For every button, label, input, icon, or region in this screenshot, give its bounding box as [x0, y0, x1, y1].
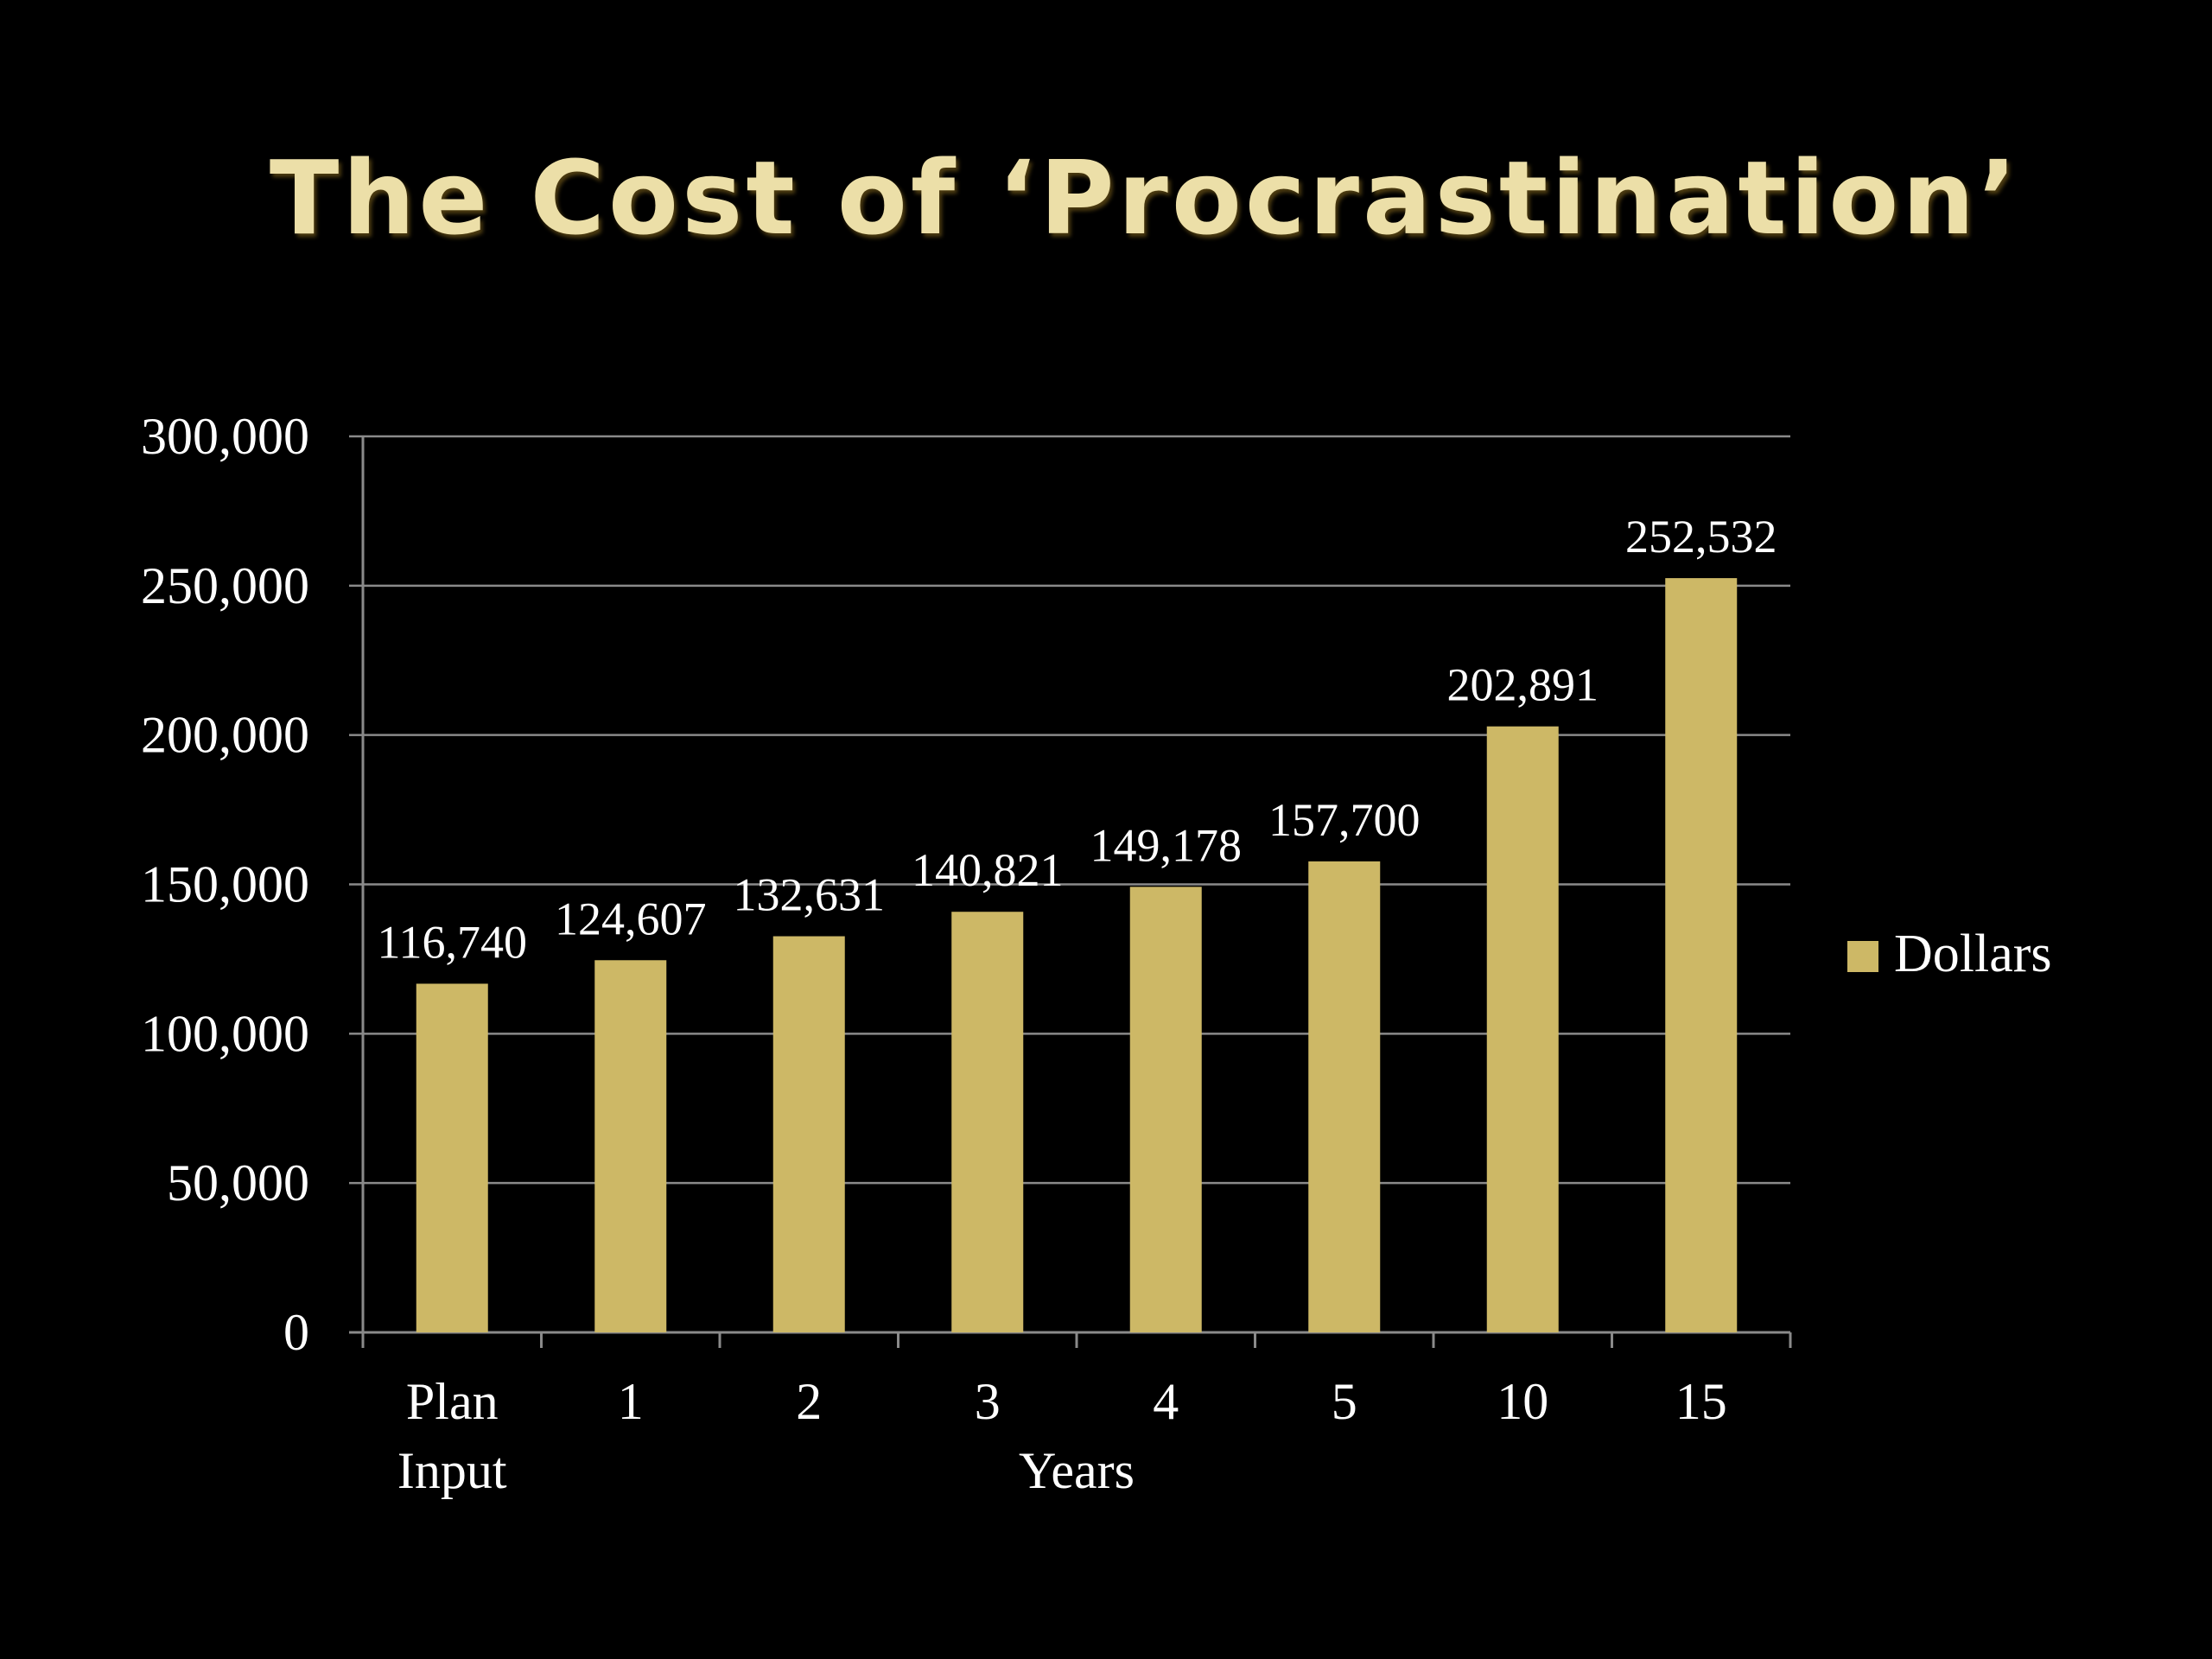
bar — [951, 912, 1024, 1332]
y-tick-label: 100,000 — [141, 1005, 309, 1062]
x-tick-label: 5 — [1332, 1373, 1357, 1430]
data-label: 140,821 — [912, 844, 1064, 896]
x-tick-label: 4 — [1153, 1373, 1179, 1430]
x-tick-label: 2 — [796, 1373, 822, 1430]
data-label: 132,631 — [734, 869, 886, 921]
bars — [416, 578, 1738, 1332]
x-tick-label: Plan — [406, 1373, 499, 1430]
data-label: 202,891 — [1447, 659, 1599, 711]
gridlines — [363, 435, 1790, 1185]
x-tick-label: 15 — [1675, 1373, 1727, 1430]
bar — [416, 983, 488, 1332]
x-axis-title: Years — [1019, 1442, 1135, 1499]
y-tick-label: 200,000 — [141, 707, 309, 764]
y-tick-label: 0 — [283, 1304, 309, 1361]
bar — [772, 936, 845, 1332]
x-tick-label: 1 — [618, 1373, 644, 1430]
legend: Dollars — [1847, 925, 2052, 983]
x-tick-label: Input — [397, 1442, 507, 1499]
data-label: 124,607 — [555, 893, 707, 944]
y-tick-label: 50,000 — [167, 1154, 309, 1211]
legend-swatch — [1847, 941, 1878, 972]
data-label: 149,178 — [1090, 819, 1243, 871]
bar — [1665, 578, 1738, 1332]
slide-title: The Cost of ‘Procrastination’ — [269, 138, 2021, 257]
bar — [1308, 861, 1381, 1332]
data-label: 157,700 — [1268, 794, 1421, 846]
data-labels: 116,740 124,607 132,631 140,821 149,178 157,7… — [378, 511, 1777, 968]
data-label: 252,532 — [1625, 511, 1777, 563]
bar — [1486, 726, 1559, 1332]
bar — [594, 960, 667, 1332]
y-tick-label: 250,000 — [141, 557, 309, 614]
x-tick-label: 10 — [1497, 1373, 1548, 1430]
data-label: 116,740 — [378, 916, 528, 968]
x-tick-label: 3 — [975, 1373, 1001, 1430]
y-tick-label: 300,000 — [141, 408, 309, 465]
bar — [1129, 887, 1202, 1332]
legend-label: Dollars — [1894, 925, 2052, 983]
y-tick-label: 150,000 — [141, 856, 309, 913]
